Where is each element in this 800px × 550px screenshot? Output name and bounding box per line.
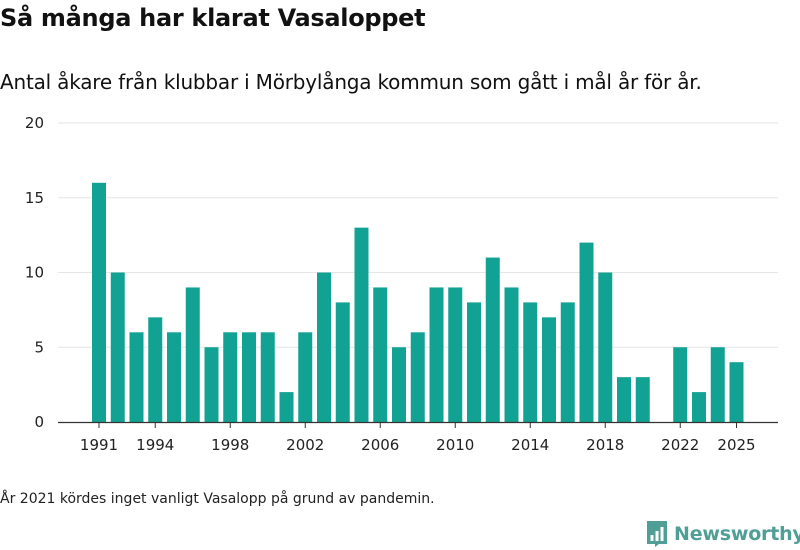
chart-subtitle: Antal åkare från klubbar i Mörbylånga ko… — [0, 70, 702, 94]
bar — [185, 287, 200, 422]
footnote: År 2021 kördes inget vanligt Vasalopp på… — [0, 491, 435, 507]
bars — [92, 182, 744, 422]
bar — [710, 347, 725, 422]
bar — [692, 392, 706, 422]
x-tick-label: 2025 — [717, 436, 755, 454]
bar — [242, 332, 256, 422]
bar — [560, 302, 575, 422]
x-tick-label: 1998 — [211, 436, 249, 454]
bar — [110, 272, 125, 422]
bar — [373, 287, 388, 422]
bar — [598, 272, 613, 422]
x-tick-label: 2010 — [436, 436, 474, 454]
bar — [317, 272, 331, 422]
bar — [673, 347, 688, 422]
bar — [335, 302, 350, 422]
chart-title: Så många har klarat Vasaloppet — [0, 4, 426, 32]
y-tick-label: 20 — [25, 114, 44, 132]
bar — [635, 377, 650, 422]
bar — [617, 377, 631, 422]
x-tick-label: 1991 — [80, 436, 118, 454]
bar — [467, 302, 481, 422]
bar — [92, 182, 106, 422]
bar — [298, 332, 313, 422]
bar — [729, 362, 744, 422]
bar — [279, 392, 294, 422]
bar — [523, 302, 538, 422]
y-tick-label: 0 — [34, 413, 44, 431]
bar — [354, 227, 369, 422]
bar-chart: 0 5 10 15 20 1991 1994 1998 2002 2006 2010 2014 201… — [25, 114, 778, 454]
bar — [392, 347, 406, 422]
x-tick-label: 2018 — [586, 436, 624, 454]
bar — [260, 332, 275, 422]
bar — [223, 332, 238, 422]
x-tick-label: 2014 — [511, 436, 549, 454]
bar — [504, 287, 519, 422]
bar — [410, 332, 425, 422]
bar — [167, 332, 181, 422]
y-tick-label: 5 — [34, 338, 44, 356]
bar — [448, 287, 463, 422]
bar — [485, 257, 500, 422]
y-tick-label: 15 — [25, 189, 44, 207]
grid-lines — [58, 122, 778, 348]
bar — [542, 317, 556, 422]
x-tick-label: 2006 — [361, 436, 399, 454]
brand-logo-link[interactable]: Newsworthy — [646, 520, 800, 548]
bar — [429, 287, 444, 422]
bar — [579, 242, 594, 422]
brand-name: Newsworthy — [674, 523, 800, 545]
bar — [148, 317, 163, 422]
x-tick-label: 2022 — [661, 436, 699, 454]
x-axis: 1991 1994 1998 2002 2006 2010 2014 2018 2022 2025 — [58, 421, 778, 454]
bar — [204, 347, 219, 422]
bar — [129, 332, 144, 422]
newsworthy-logo-icon — [647, 521, 667, 547]
x-tick-label: 2002 — [286, 436, 324, 454]
x-tick-label: 1994 — [136, 436, 174, 454]
y-tick-label: 10 — [25, 264, 44, 282]
y-axis-tick-labels: 0 5 10 15 20 — [25, 114, 44, 431]
